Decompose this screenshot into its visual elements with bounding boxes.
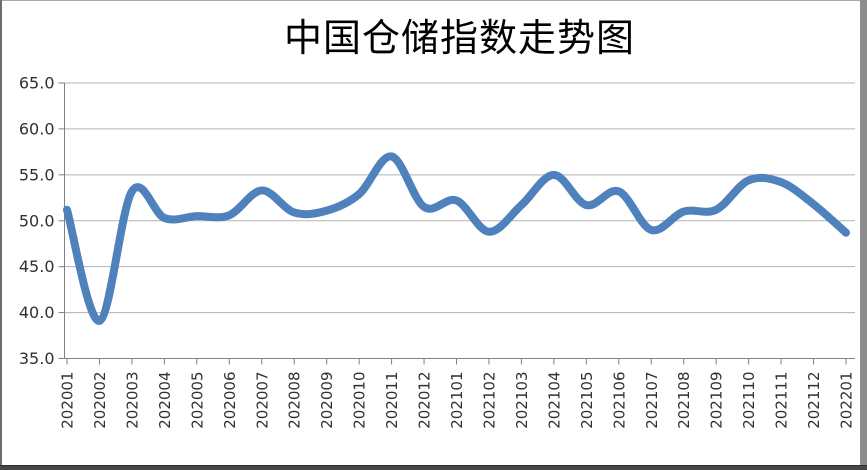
- x-axis-label: 202102: [480, 372, 498, 429]
- y-axis-label: 55.0: [19, 165, 55, 184]
- x-axis-label: 202010: [351, 372, 369, 429]
- x-axis-label: 202104: [545, 372, 563, 429]
- x-axis-label: 202201: [838, 372, 856, 429]
- x-axis-label: 202002: [91, 372, 109, 429]
- x-axis-label: 202112: [805, 372, 823, 429]
- x-axis-label: 202004: [156, 372, 174, 429]
- x-axis-label: 202006: [221, 372, 239, 429]
- x-axis-label: 202001: [59, 372, 77, 429]
- x-axis-label: 202107: [643, 372, 661, 429]
- x-axis-label: 202003: [123, 372, 141, 429]
- x-axis-label: 202103: [513, 372, 531, 429]
- window-border-right: [860, 0, 867, 470]
- x-axis-label: 202108: [675, 372, 693, 429]
- y-axis-label: 60.0: [19, 119, 55, 138]
- y-axis-label: 35.0: [19, 349, 55, 368]
- x-axis-label: 202008: [286, 372, 304, 429]
- window-border-bottom: [0, 465, 867, 470]
- series-line: [63, 152, 850, 325]
- chart-title: 中国仓储指数走势图: [283, 18, 635, 60]
- window-border-top: [0, 0, 867, 1]
- x-axis-label: 202012: [416, 372, 434, 429]
- x-axis-label: 202101: [448, 372, 466, 429]
- x-axis-label: 202007: [253, 372, 271, 429]
- x-axis-label: 202005: [188, 372, 206, 429]
- y-axis-label: 45.0: [19, 257, 55, 276]
- x-axis-label: 202009: [318, 372, 336, 429]
- x-axis-label: 202011: [383, 372, 401, 429]
- x-axis-label: 202109: [708, 372, 726, 429]
- window-border-left: [0, 0, 2, 470]
- y-axis-label: 50.0: [19, 211, 55, 230]
- x-axis-label: 202110: [740, 372, 758, 429]
- x-axis-label: 202106: [610, 372, 628, 429]
- x-axis-label: 202105: [578, 372, 596, 429]
- y-axis-label: 40.0: [19, 303, 55, 322]
- x-axis-label: 202111: [773, 372, 791, 429]
- y-axis-label: 65.0: [19, 74, 55, 93]
